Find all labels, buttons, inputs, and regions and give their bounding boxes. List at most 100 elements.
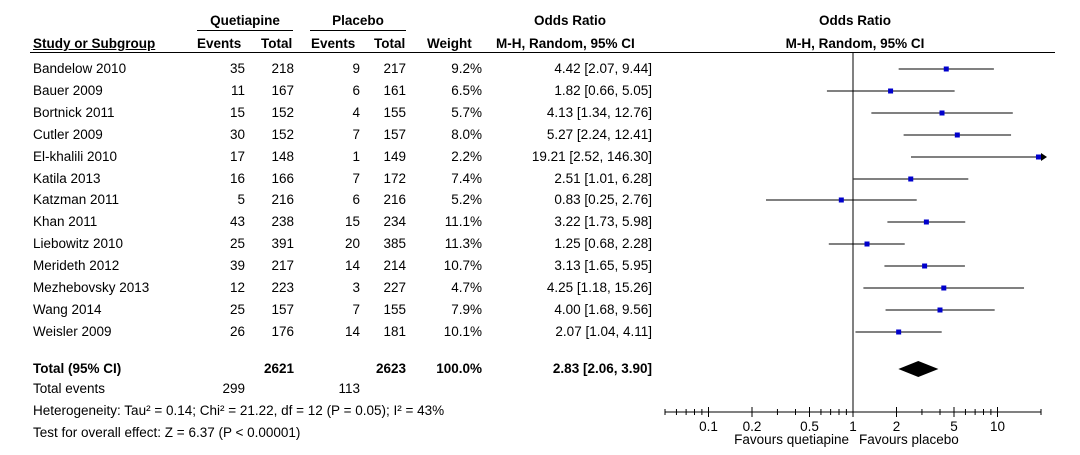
study-events2: 3 xyxy=(352,280,360,295)
study-ci-text: 4.00 [1.68, 9.56] xyxy=(554,302,652,317)
study-events1: 25 xyxy=(229,302,245,317)
point-estimate xyxy=(943,66,949,72)
study-total2: 216 xyxy=(383,192,406,207)
study-weight: 2.2% xyxy=(451,149,482,164)
tick-label: 10 xyxy=(990,419,1005,434)
study-weight: 10.1% xyxy=(443,324,482,339)
tick-label: 0.1 xyxy=(699,419,718,434)
study-events2: 7 xyxy=(352,171,360,186)
study-events1: 39 xyxy=(229,258,245,273)
point-estimate xyxy=(908,176,914,182)
study-total1: 217 xyxy=(271,258,294,273)
study-weight: 11.1% xyxy=(444,214,482,229)
study-name: Bandelow 2010 xyxy=(33,61,127,76)
study-events2: 14 xyxy=(344,324,360,339)
point-estimate xyxy=(939,110,945,116)
study-weight: 5.2% xyxy=(451,192,482,207)
study-name: Merideth 2012 xyxy=(33,258,120,273)
study-events1: 11 xyxy=(230,83,245,98)
point-estimate xyxy=(941,285,947,291)
study-name: Katila 2013 xyxy=(33,171,101,186)
study-total2: 214 xyxy=(383,258,406,273)
study-events1: 16 xyxy=(229,171,245,186)
plot-title: Odds Ratio xyxy=(818,13,891,28)
study-total2: 227 xyxy=(383,280,406,295)
study-name: Bauer 2009 xyxy=(33,83,103,98)
study-events2: 15 xyxy=(344,214,360,229)
study-weight: 7.4% xyxy=(451,171,482,186)
study-total2: 385 xyxy=(383,236,406,251)
tick-label: 2 xyxy=(893,419,901,434)
study-total2: 172 xyxy=(383,171,406,186)
heterogeneity-text: Heterogeneity: Tau² = 0.14; Chi² = 21.22… xyxy=(33,403,445,418)
study-total1: 238 xyxy=(271,214,294,229)
study-total1: 216 xyxy=(271,192,294,207)
study-events1: 43 xyxy=(229,214,245,229)
study-total1: 148 xyxy=(271,149,294,164)
group1-header: Quetiapine xyxy=(210,13,280,28)
study-events1: 30 xyxy=(229,127,245,142)
col-method: M-H, Random, 95% CI xyxy=(496,36,635,51)
study-ci-text: 3.13 [1.65, 5.95] xyxy=(554,258,652,273)
point-estimate xyxy=(922,263,928,269)
study-events1: 25 xyxy=(229,236,245,251)
study-total1: 176 xyxy=(271,324,294,339)
study-events2: 1 xyxy=(352,149,360,164)
total-events-label: Total events xyxy=(33,381,106,396)
header-rule xyxy=(30,52,1055,53)
study-total1: 218 xyxy=(271,61,294,76)
study-ci-text: 4.25 [1.18, 15.26] xyxy=(546,280,652,295)
study-events1: 12 xyxy=(229,280,245,295)
study-name: Cutler 2009 xyxy=(33,127,103,142)
study-ci-text: 4.13 [1.34, 12.76] xyxy=(546,105,652,120)
group1-underline xyxy=(197,30,293,31)
study-weight: 4.7% xyxy=(451,280,482,295)
study-total2: 161 xyxy=(383,83,406,98)
study-name: Katzman 2011 xyxy=(33,192,120,207)
total-n2: 2623 xyxy=(375,361,406,376)
study-ci-text: 2.51 [1.01, 6.28] xyxy=(554,171,652,186)
study-weight: 10.7% xyxy=(443,258,482,273)
study-weight: 7.9% xyxy=(451,302,482,317)
study-name: El-khalili 2010 xyxy=(33,149,118,164)
point-estimate xyxy=(923,219,929,225)
study-events2: 7 xyxy=(352,302,360,317)
total-events-e2: 113 xyxy=(338,381,360,396)
total-weight: 100.0% xyxy=(436,361,482,376)
study-total2: 157 xyxy=(383,127,406,142)
study-events1: 17 xyxy=(229,149,245,164)
study-ci-text: 0.83 [0.25, 2.76] xyxy=(554,192,652,207)
overall-effect-text: Test for overall effect: Z = 6.37 (P < 0… xyxy=(33,425,301,440)
col-events2: Events xyxy=(311,36,356,51)
study-events2: 6 xyxy=(352,192,360,207)
col-total1: Total xyxy=(261,36,293,51)
effect-header: Odds Ratio xyxy=(533,13,606,28)
study-total2: 155 xyxy=(383,105,406,120)
total-label: Total (95% CI) xyxy=(33,361,122,376)
study-name: Bortnick 2011 xyxy=(33,105,115,120)
study-weight: 9.2% xyxy=(451,61,482,76)
study-total1: 391 xyxy=(271,236,294,251)
tick-label: 1 xyxy=(849,419,857,434)
study-ci-text: 1.25 [0.68, 2.28] xyxy=(554,236,652,251)
point-estimate xyxy=(864,241,870,247)
tick-label: 5 xyxy=(950,419,958,434)
pooled-diamond xyxy=(898,361,939,377)
study-ci-text: 1.82 [0.66, 5.05] xyxy=(554,83,652,98)
study-total1: 152 xyxy=(271,105,294,120)
point-estimate xyxy=(838,197,844,203)
study-events2: 6 xyxy=(352,83,360,98)
col-events1: Events xyxy=(197,36,242,51)
col-study: Study or Subgroup xyxy=(33,36,156,51)
study-ci-text: 3.22 [1.73, 5.98] xyxy=(554,214,652,229)
study-total2: 149 xyxy=(383,149,406,164)
study-total2: 155 xyxy=(383,302,406,317)
study-events2: 7 xyxy=(352,127,360,142)
study-total2: 181 xyxy=(383,324,406,339)
point-estimate xyxy=(888,88,894,94)
study-name: Wang 2014 xyxy=(33,302,102,317)
study-ci-text: 4.42 [2.07, 9.44] xyxy=(554,61,652,76)
study-total1: 157 xyxy=(271,302,294,317)
study-weight: 5.7% xyxy=(451,105,482,120)
